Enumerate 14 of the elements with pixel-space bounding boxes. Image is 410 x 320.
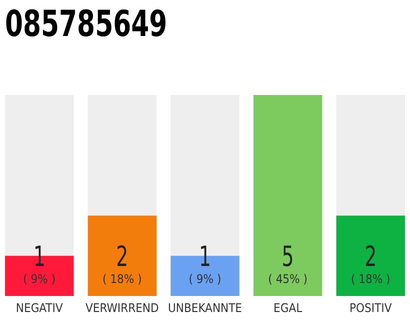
x-tick-label: EGAL bbox=[274, 301, 302, 315]
annotation: ( 18% ) bbox=[102, 272, 142, 286]
x-tick-label: UNBEKANNTE bbox=[168, 301, 242, 315]
data-label: 5 bbox=[282, 240, 294, 273]
annotation: ( 9% ) bbox=[188, 272, 222, 286]
x-tick-label: VERWIRREND bbox=[86, 301, 159, 315]
annotation: ( 18% ) bbox=[350, 272, 390, 286]
chart-title: 085785649 bbox=[5, 2, 168, 45]
data-label: 2 bbox=[116, 240, 128, 273]
x-tick-label: NEGATIV bbox=[16, 301, 64, 315]
x-tick-label: POSITIV bbox=[350, 301, 392, 315]
annotation: ( 45% ) bbox=[268, 272, 308, 286]
annotation: ( 9% ) bbox=[23, 272, 56, 286]
data-label: 2 bbox=[364, 240, 377, 273]
